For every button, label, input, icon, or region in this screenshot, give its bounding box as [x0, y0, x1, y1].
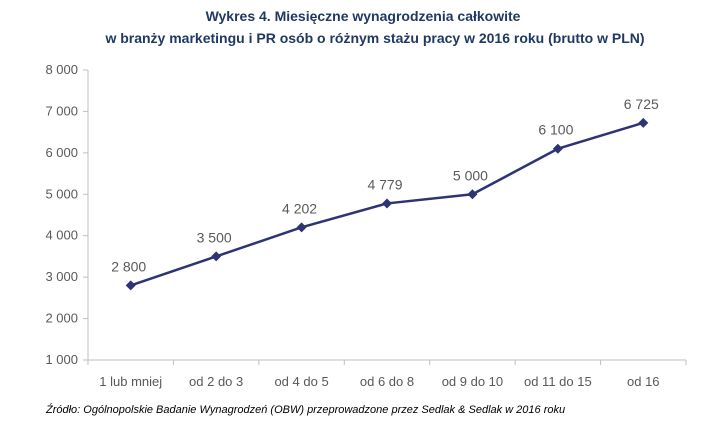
y-axis-ticks: 1 000 2 000 3 000 4 000 5 000 6 000 7 000 8 000 [45, 62, 88, 367]
data-label: 6 100 [538, 122, 573, 138]
x-tick-label: od 9 do 10 [442, 374, 503, 389]
data-point [638, 117, 649, 128]
data-point [467, 189, 478, 200]
x-axis-ticks: 1 lub mniej od 2 do 3 od 4 do 5 od 6 do 8 od… [87, 360, 687, 389]
y-tick-label: 6 000 [45, 145, 78, 160]
x-tick-label: od 11 do 15 [524, 374, 592, 389]
data-label: 4 202 [282, 200, 317, 216]
x-tick-label: od 16 [627, 374, 660, 389]
chart-title-line1: Wykres 4. Miesięczne wynagrodzenia całko… [205, 8, 521, 24]
data-label: 5 000 [453, 167, 488, 183]
chart-title-line2: w branży marketingu i PR osób o różnym s… [105, 30, 645, 46]
data-point [382, 198, 392, 209]
data-label: 3 500 [197, 229, 232, 245]
y-tick-label: 1 000 [45, 352, 78, 367]
data-point [211, 251, 222, 262]
data-labels: 2 800 3 500 4 202 4 779 5 000 6 100 6 725 [111, 96, 659, 275]
data-label: 4 779 [367, 176, 402, 192]
y-tick-label: 2 000 [45, 311, 78, 326]
x-tick-label: 1 lub mniej [99, 374, 162, 389]
data-label: 6 725 [624, 96, 659, 112]
x-tick-label: od 2 do 3 [189, 374, 243, 389]
data-point [552, 143, 563, 154]
x-tick-label: od 4 do 5 [274, 374, 328, 389]
data-point [296, 222, 307, 233]
y-tick-label: 5 000 [45, 186, 78, 201]
y-tick-label: 3 000 [45, 269, 78, 284]
x-tick-label: od 6 do 8 [360, 374, 414, 389]
y-tick-label: 7 000 [45, 103, 78, 118]
series [125, 117, 649, 291]
axes [87, 70, 686, 361]
source-note: Źródło: Ogólnopolskie Badanie Wynagrodze… [46, 404, 566, 416]
y-tick-label: 4 000 [45, 228, 78, 243]
y-tick-label: 8 000 [45, 62, 78, 77]
data-label: 2 800 [111, 258, 146, 274]
data-point [125, 280, 136, 291]
